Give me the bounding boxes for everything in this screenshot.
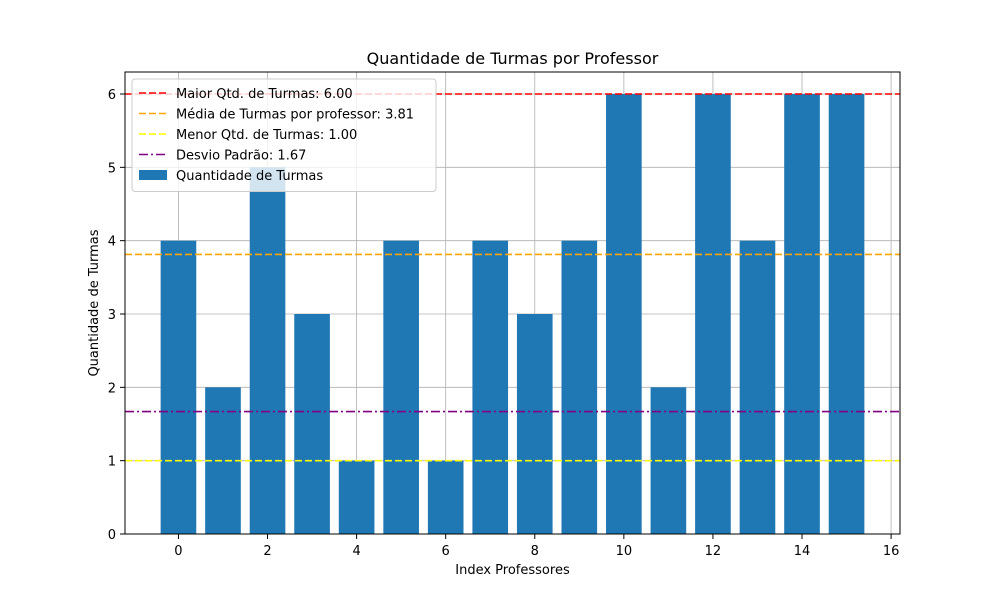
bar — [516, 314, 553, 534]
bar — [383, 240, 419, 534]
legend-bar-swatch — [139, 170, 167, 180]
bar — [828, 94, 865, 534]
y-tick-label: 3 — [108, 308, 116, 323]
y-tick-label: 2 — [108, 381, 116, 396]
bar — [338, 460, 375, 534]
x-axis-label: Index Professores — [455, 563, 570, 578]
legend-label: Quantidade de Turmas — [176, 169, 323, 184]
bar — [784, 94, 820, 534]
bar — [427, 460, 464, 534]
bar — [249, 167, 286, 535]
x-tick-label: 16 — [883, 544, 900, 559]
y-tick-label: 4 — [108, 235, 116, 250]
bar — [606, 94, 642, 534]
axes-frame — [124, 71, 901, 535]
legend-label: Maior Qtd. de Turmas: 6.00 — [176, 87, 353, 102]
bar — [695, 94, 731, 534]
y-tick-label: 6 — [108, 88, 116, 103]
legend-label: Desvio Padrão: 1.67 — [176, 149, 306, 164]
legend-label: Menor Qtd. de Turmas: 1.00 — [176, 128, 357, 143]
y-tick-label: 0 — [108, 528, 116, 543]
y-tick-label: 5 — [108, 161, 116, 176]
x-tick-label: 2 — [263, 544, 271, 559]
bar — [294, 314, 330, 534]
x-tick-label: 4 — [352, 544, 360, 559]
x-tick-label: 14 — [794, 544, 811, 559]
legend: Maior Qtd. de Turmas: 6.00 Média de Turma… — [131, 78, 437, 192]
x-tick-label: 0 — [174, 544, 182, 559]
bar — [739, 240, 776, 534]
chart-title: Quantidade de Turmas por Professor — [367, 49, 659, 68]
y-tick-label: 1 — [108, 455, 116, 470]
x-tick-label: 12 — [705, 544, 722, 559]
legend-label: Média de Turmas por professor: 3.81 — [176, 108, 414, 123]
x-tick-label: 6 — [442, 544, 450, 559]
bar — [561, 240, 598, 534]
bar — [472, 240, 509, 534]
legend-box — [131, 78, 437, 192]
x-tick-label: 8 — [531, 544, 539, 559]
reference-lines — [125, 93, 900, 462]
bar — [160, 240, 197, 534]
y-axis-label: Quantidade de Turmas — [87, 229, 102, 376]
x-tick-label: 10 — [616, 544, 633, 559]
